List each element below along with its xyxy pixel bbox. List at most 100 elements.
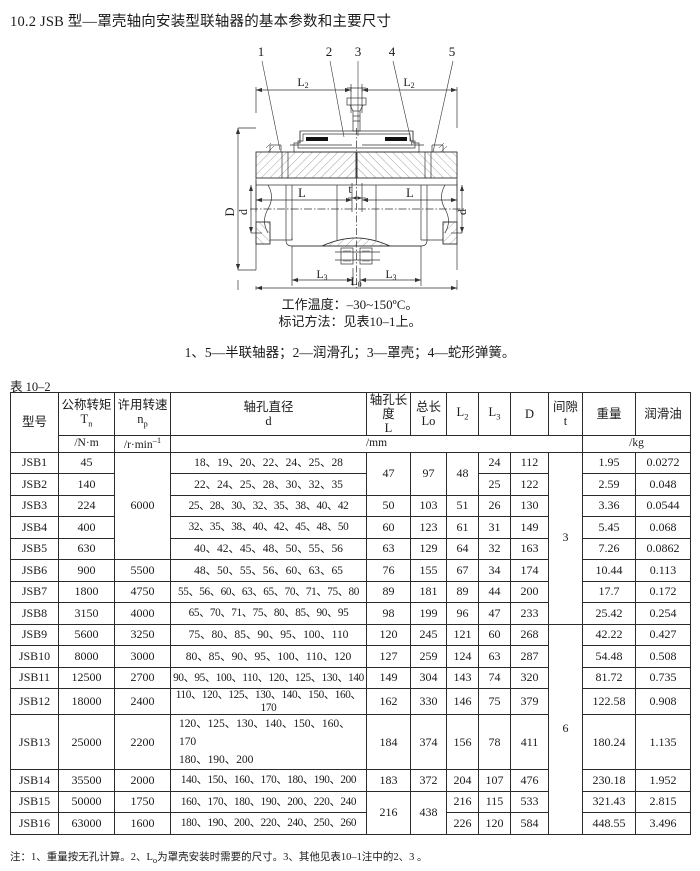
th-torque: 公称转矩 Tn — [58, 392, 115, 436]
dim-label-L3-right: L3 — [385, 269, 396, 282]
cell-weight: 81.72 — [582, 666, 636, 690]
dim-L3-left: L3 — [291, 268, 354, 286]
cell-L3: 75 — [478, 688, 511, 716]
spec-table: 型号 公称转矩 Tn 许用转速 np 轴孔直径 d 轴孔长度 L 总长 Lo L… — [10, 392, 691, 835]
table-row: JSB2 140 22、24、25、28、30、32、35 25 122 2.5… — [10, 473, 691, 496]
cell-gap: 6 — [548, 623, 583, 835]
cell-bore-length: 216 — [366, 790, 411, 835]
th-unit-kg: /kg — [582, 435, 691, 453]
cell-oil: 0.048 — [635, 473, 691, 496]
table-row: JSB7 1800 4750 55、56、60、63、65、70、71、75、8… — [10, 580, 691, 604]
cell-D: 411 — [510, 714, 549, 771]
cell-torque: 224 — [58, 494, 115, 518]
cell-speed: 3000 — [114, 645, 171, 668]
cell-torque: 12500 — [58, 666, 115, 690]
th-torque-name: 公称转矩 — [61, 398, 112, 413]
cell-oil: 0.068 — [635, 516, 691, 539]
cell-oil: 0.113 — [635, 559, 691, 582]
cell-L2: 89 — [446, 580, 479, 604]
cell-oil: 3.496 — [635, 812, 691, 835]
coupling-drawing-svg: 1 2 3 4 5 L2 L2 — [223, 44, 469, 290]
cell-weight: 17.7 — [582, 580, 636, 604]
cell-speed: 4000 — [114, 602, 171, 625]
cell-total-length: 304 — [410, 666, 447, 690]
cell-D: 233 — [510, 602, 549, 625]
th-speed-symbol: np — [137, 412, 148, 429]
cell-speed: 2700 — [114, 666, 171, 690]
cell-L2: 143 — [446, 666, 479, 690]
table-row: JSB5 630 40、42、45、48、50、55、56 63 129 64 … — [10, 537, 691, 561]
cell-model: JSB4 — [10, 516, 59, 539]
cell-total-length: 199 — [410, 602, 447, 625]
dim-label-L2-right: L2 — [403, 75, 414, 90]
cell-torque: 45 — [58, 451, 115, 475]
cell-D: 584 — [510, 812, 549, 835]
cell-torque: 50000 — [58, 790, 115, 814]
dim-d-right: d — [451, 185, 469, 234]
callout-3: 3 — [355, 44, 362, 59]
cell-bore-length: 183 — [366, 769, 411, 792]
table-row: JSB11 12500 2700 90、95、100、110、120、125、1… — [10, 666, 691, 690]
cell-total-length: 181 — [410, 580, 447, 604]
cell-weight: 5.45 — [582, 516, 636, 539]
cell-weight: 230.18 — [582, 769, 636, 792]
cell-L3: 74 — [478, 666, 511, 690]
cell-L3: 32 — [478, 537, 511, 561]
cell-bore-diameter: 65、70、71、75、80、85、90、95 — [170, 602, 367, 625]
marking-method-note: 标记方法：见表10–1上。 — [278, 314, 422, 329]
dim-L3-right: L3 — [359, 268, 422, 286]
cell-L3: 60 — [478, 623, 511, 647]
cell-L3: 24 — [478, 451, 511, 475]
cell-total-length: 330 — [410, 688, 447, 716]
cell-L2: 96 — [446, 602, 479, 625]
cell-bore-length: 162 — [366, 688, 411, 716]
cell-L3: 44 — [478, 580, 511, 604]
half-coupling-right — [356, 142, 458, 179]
dim-D: D — [223, 127, 256, 271]
cell-bore-diameter: 48、50、55、56、60、63、65 — [170, 559, 367, 582]
cell-L2: 61 — [446, 516, 479, 539]
cell-torque: 35500 — [58, 769, 115, 792]
cell-D: 268 — [510, 623, 549, 647]
dim-label-D: D — [223, 207, 237, 216]
footnote-part-b: 为罩壳安装时需要的尺寸。3、其他见表10–1注中的2、3 。 — [157, 852, 428, 863]
cell-oil: 0.508 — [635, 645, 691, 668]
cell-bore-length: 120 — [366, 623, 411, 647]
cell-oil: 0.0544 — [635, 494, 691, 518]
th-D: D — [510, 392, 549, 436]
cell-speed: 1600 — [114, 812, 171, 835]
cell-L3: 25 — [478, 473, 511, 496]
cell-speed: 5500 — [114, 559, 171, 582]
cell-oil: 0.172 — [635, 580, 691, 604]
table-row: JSB14 35500 2000 140、150、160、170、180、190… — [10, 769, 691, 792]
cell-bore-diameter: 22、24、25、28、30、32、35 — [170, 473, 367, 496]
dim-label-d-right: d — [455, 209, 469, 215]
seal-right — [385, 137, 407, 141]
cell-oil: 0.908 — [635, 688, 691, 716]
table-row: JSB9 5600 3250 75、80、85、90、95、100、110 12… — [10, 623, 691, 835]
cell-oil: 0.0272 — [635, 451, 691, 475]
cell-bore-diameter: 75、80、85、90、95、100、110 — [170, 623, 367, 647]
cell-speed: 6000 — [114, 451, 171, 561]
dim-label-L-right: L — [406, 186, 414, 200]
cell-bore-diameter: 80、85、90、95、100、110、120 — [170, 645, 367, 668]
cell-weight: 7.26 — [582, 537, 636, 561]
cell-torque: 25000 — [58, 714, 115, 771]
th-model: 型号 — [10, 392, 59, 453]
cell-L3: 47 — [478, 602, 511, 625]
cell-model: JSB10 — [10, 645, 59, 668]
cell-oil: 0.0862 — [635, 537, 691, 561]
th-torque-unit: /N·m — [58, 435, 115, 453]
cell-L2: 124 — [446, 645, 479, 668]
table-row: JSB1 45 6000 18、19、20、22、24、25、28 47 97 … — [10, 451, 691, 625]
cell-bore-length: 60 — [366, 516, 411, 539]
cell-total-length: 155 — [410, 559, 447, 582]
cell-model: JSB5 — [10, 537, 59, 561]
cell-oil: 0.427 — [635, 623, 691, 647]
cell-bore-length: 127 — [366, 645, 411, 668]
cell-bore-length: 98 — [366, 602, 411, 625]
cell-speed: 3250 — [114, 623, 171, 647]
cell-bore-length: 149 — [366, 666, 411, 690]
cell-bore-diameter-line2: 180、190、200 — [179, 753, 254, 767]
cell-D: 379 — [510, 688, 549, 716]
